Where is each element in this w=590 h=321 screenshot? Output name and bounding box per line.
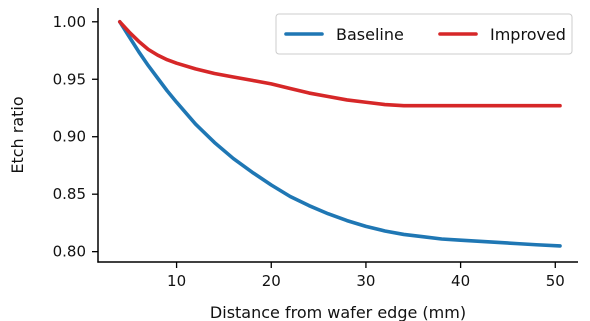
y-axis-title: Etch ratio: [8, 96, 27, 173]
x-tick-label: 30: [356, 272, 375, 290]
x-tick-label: 20: [262, 272, 281, 290]
x-axis-title: Distance from wafer edge (mm): [210, 303, 466, 321]
x-tick-label: 10: [167, 272, 186, 290]
y-tick-label: 0.95: [53, 70, 86, 88]
y-tick-label: 0.80: [53, 243, 86, 261]
ticks-layer: 10 20 30 40 50 0.80 0.85 0.90 0.95 1.00: [53, 13, 565, 290]
series-line-improved: [117, 19, 562, 108]
legend-box: [275, 13, 573, 55]
legend-label-improved: Improved: [490, 25, 566, 44]
y-tick-label: 1.00: [53, 13, 86, 31]
series-layer: [117, 19, 562, 248]
legend-label-baseline: Baseline: [336, 25, 404, 44]
legend: Baseline Improved: [275, 13, 573, 55]
y-tick-label: 0.85: [53, 185, 86, 203]
axes-layer: [97, 8, 578, 263]
x-tick-label: 50: [546, 272, 565, 290]
x-tick-label: 40: [451, 272, 470, 290]
series-line-baseline: [117, 19, 562, 248]
y-tick-label: 0.90: [53, 128, 86, 146]
